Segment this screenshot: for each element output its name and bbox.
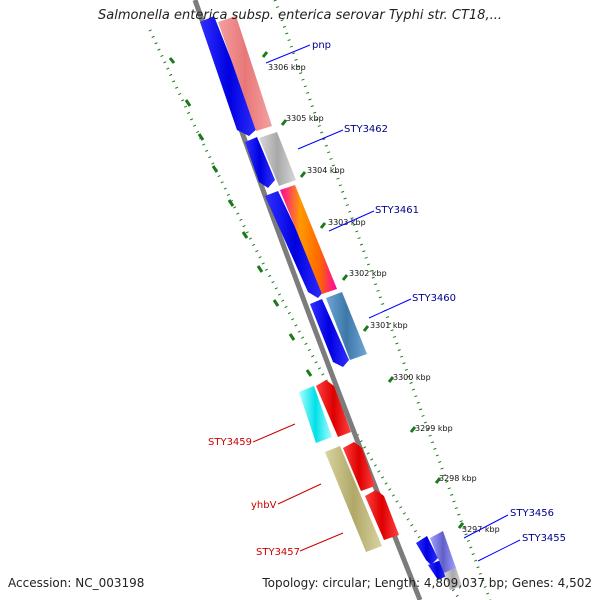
gene-label-pnp[interactable]: pnp	[312, 40, 331, 51]
kbp-label: 3306 kbp	[268, 63, 306, 72]
kbp-label: 3303 kbp	[328, 218, 366, 227]
cds-arrow	[265, 191, 325, 298]
kbp-label: 3301 kbp	[370, 321, 408, 330]
topology-text: Topology: circular; Length: 4,809,037 bp…	[262, 576, 592, 590]
feature-sty3456	[430, 531, 456, 573]
feature-sty3461	[280, 185, 337, 294]
cds-arrow	[245, 137, 275, 188]
gene-label-sty3462[interactable]: STY3462	[344, 124, 388, 135]
kbp-label: 3304 kbp	[307, 166, 345, 175]
map-title: Salmonella enterica subsp. enterica sero…	[98, 8, 502, 23]
cds-forward-track	[200, 16, 447, 580]
feature-yhbV-red	[343, 442, 375, 491]
kbp-label: 3305 kbp	[286, 114, 324, 123]
cds-arrow	[416, 536, 438, 565]
feature-sty3459-cyan	[299, 386, 332, 443]
inner-tick-marks	[261, 51, 465, 529]
accession-text: Accession: NC_003198	[8, 576, 145, 590]
kbp-label: 3302 kbp	[349, 269, 387, 278]
outer-tick-marks	[168, 57, 313, 377]
cds-arrow	[200, 16, 258, 136]
gene-label-sty3459[interactable]: STY3459	[208, 437, 252, 448]
kbp-label: 3298 kbp	[439, 474, 477, 483]
feature-sty3462	[259, 132, 296, 186]
cds-arrow	[310, 299, 349, 367]
feature-sty3455	[444, 568, 462, 590]
gene-label-sty3461[interactable]: STY3461	[375, 205, 419, 216]
feature-pnp	[218, 16, 272, 131]
feature-track	[218, 16, 462, 590]
label-leaders	[252, 44, 521, 562]
gene-labels: pnp STY3462 STY3461 STY3460 STY3459 yhbV…	[208, 40, 566, 558]
dotted-guide-outer	[148, 29, 462, 600]
feature-sty3460	[326, 292, 367, 360]
gene-label-sty3460[interactable]: STY3460	[412, 293, 456, 304]
gene-label-sty3455[interactable]: STY3455	[522, 533, 566, 544]
feature-sty3459-red	[316, 380, 351, 437]
feature-yhbV-olive	[325, 446, 382, 552]
gene-label-sty3456[interactable]: STY3456	[510, 508, 554, 519]
feature-sty3457-red	[365, 490, 399, 540]
gene-label-yhbv[interactable]: yhbV	[251, 500, 277, 511]
kbp-label: 3299 kbp	[415, 424, 453, 433]
gene-label-sty3457[interactable]: STY3457	[256, 547, 300, 558]
kbp-label: 3300 kbp	[393, 373, 431, 382]
